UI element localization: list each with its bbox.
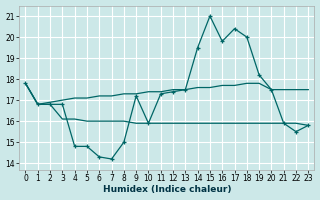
X-axis label: Humidex (Indice chaleur): Humidex (Indice chaleur)	[103, 185, 231, 194]
